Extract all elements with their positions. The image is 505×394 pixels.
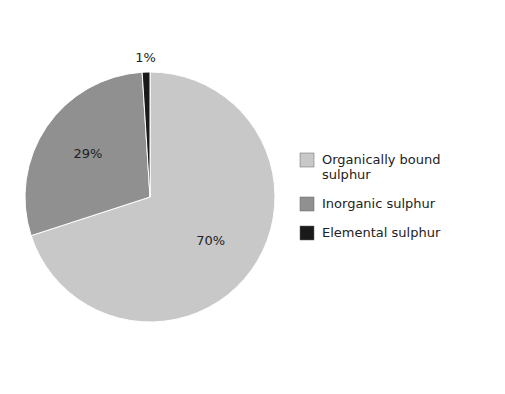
legend-item: Elemental sulphur: [300, 225, 441, 240]
legend-item: Organically boundsulphur: [300, 152, 441, 182]
legend-swatch: [300, 197, 314, 211]
data-label: 1%: [135, 50, 156, 65]
legend-label: Inorganic sulphur: [322, 196, 436, 211]
legend-label: Elemental sulphur: [322, 225, 441, 240]
pie-slice: [142, 72, 150, 197]
chart: 70% 29% 1% Organically boundsulphur Inorgani…: [0, 0, 505, 394]
pie: [25, 72, 275, 322]
legend-swatch: [300, 226, 314, 240]
data-labels: 70% 29% 1%: [74, 50, 226, 248]
data-label: 29%: [74, 146, 103, 161]
pie-slice: [25, 72, 150, 235]
legend-swatch: [300, 153, 314, 167]
legend-label: Organically boundsulphur: [322, 152, 441, 182]
legend-item: Inorganic sulphur: [300, 196, 436, 211]
legend: Organically boundsulphur Inorganic sulphu…: [300, 152, 441, 240]
data-label: 70%: [196, 233, 225, 248]
